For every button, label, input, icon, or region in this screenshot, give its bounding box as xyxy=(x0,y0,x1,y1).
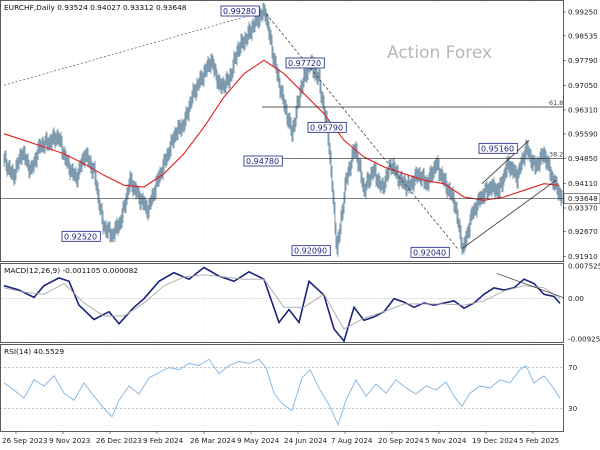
date-tick-label: 26 Sep 2023 xyxy=(2,436,48,445)
date-tick-label: 9 Feb 2024 xyxy=(143,436,184,445)
price-callout: 0.95160 xyxy=(478,142,518,154)
price-tick-label: 0.97050 xyxy=(568,81,598,90)
price-tick-label: 0.94110 xyxy=(568,179,598,188)
grid-lines xyxy=(15,2,534,431)
price-tick-label: 0.98535 xyxy=(568,31,598,40)
price-tick-label: 0.94850 xyxy=(568,154,598,163)
price-tick-label: 0.99250 xyxy=(568,8,598,17)
macd-panel xyxy=(0,266,565,343)
date-tick-label: 26 Dec 2023 xyxy=(96,436,142,445)
price-callout: 0.92090 xyxy=(291,245,331,257)
price-callout: 0.92520 xyxy=(61,230,101,242)
axis-labels: 0.99250 0.98535 0.97790 0.97050 0.96310 0.955… xyxy=(2,8,600,445)
price-tick-label: 0.97790 xyxy=(568,56,598,65)
watermark-text: Action Forex xyxy=(387,43,492,63)
macd-tick-label: -0.009252 xyxy=(568,334,600,343)
channel-upper-line xyxy=(481,140,530,184)
date-tick-label: 9 Nov 2023 xyxy=(49,436,90,445)
date-tick-label: 26 Mar 2024 xyxy=(190,436,236,445)
channel-lower-line xyxy=(461,180,557,249)
macd-panel-header: MACD(12,26,9) -0.001105 0.000082 xyxy=(4,266,138,275)
rsi-line xyxy=(3,358,561,427)
date-tick-label: 5 Nov 2024 xyxy=(425,436,467,445)
date-tick-label: 9 May 2024 xyxy=(237,436,280,445)
price-callout-label: 0.99280 xyxy=(223,7,256,16)
price-callout: 0.97720 xyxy=(285,57,325,69)
rsi-panel-frame xyxy=(0,344,564,432)
rsi-tick-label: 30 xyxy=(568,404,578,413)
macd-tick-label: 0.00 xyxy=(568,294,584,303)
rsi-panel-header: RSI(14) 40.5529 xyxy=(4,347,64,356)
macd-signal-line xyxy=(3,274,561,330)
price-callout-label: 0.95790 xyxy=(310,123,343,132)
fib-level-label: 61.8 xyxy=(549,99,563,107)
price-callout: 0.94780 xyxy=(243,155,283,167)
date-tick-label: 5 Feb 2025 xyxy=(519,436,559,445)
price-callout-label: 0.97720 xyxy=(288,59,321,68)
price-callout-label: 0.92090 xyxy=(294,247,327,256)
price-panel: 61.8 38.2 0.99280 0.97720 0.95790 0.94780 0.92… xyxy=(0,2,563,258)
current-price-label: 0.93648 xyxy=(568,194,598,203)
date-tick-label: 7 Aug 2024 xyxy=(331,436,373,445)
price-callout-label: 0.92040 xyxy=(413,248,446,257)
price-tick-label: 0.93370 xyxy=(568,204,598,213)
macd-trendline xyxy=(496,273,565,299)
date-tick-label: 20 Sep 2024 xyxy=(378,436,424,445)
current-price-marker: 0.93648 xyxy=(563,193,600,205)
date-tick-label: 19 Dec 2024 xyxy=(472,436,518,445)
price-callout: 0.99280 xyxy=(220,5,260,17)
decline-trendline xyxy=(265,13,460,251)
macd-panel-frame xyxy=(0,263,564,343)
price-tick-label: 0.92670 xyxy=(568,227,598,236)
rsi-tick-label: 70 xyxy=(568,363,578,372)
macd-tick-label: 0.007525 xyxy=(568,262,600,271)
price-panel-frame xyxy=(0,0,564,262)
price-tick-label: 0.96310 xyxy=(568,106,598,115)
price-callout: 0.95790 xyxy=(307,121,347,133)
long-trendline xyxy=(3,11,263,86)
moving-average-line xyxy=(3,59,560,201)
rsi-panel xyxy=(0,358,563,427)
price-callout: 0.92040 xyxy=(410,246,450,258)
price-callout-label: 0.95160 xyxy=(481,144,514,153)
price-tick-label: 0.95590 xyxy=(568,130,598,139)
price-tick-label: 0.91910 xyxy=(568,252,598,261)
fib-level-label: 38.2 xyxy=(549,151,563,159)
price-callout-label: 0.94780 xyxy=(246,157,279,166)
price-callout-label: 0.92520 xyxy=(64,232,97,241)
price-panel-header: EURCHF,Daily 0.93524 0.94027 0.93312 0.9… xyxy=(4,3,187,12)
date-tick-label: 24 Jun 2024 xyxy=(284,436,328,445)
